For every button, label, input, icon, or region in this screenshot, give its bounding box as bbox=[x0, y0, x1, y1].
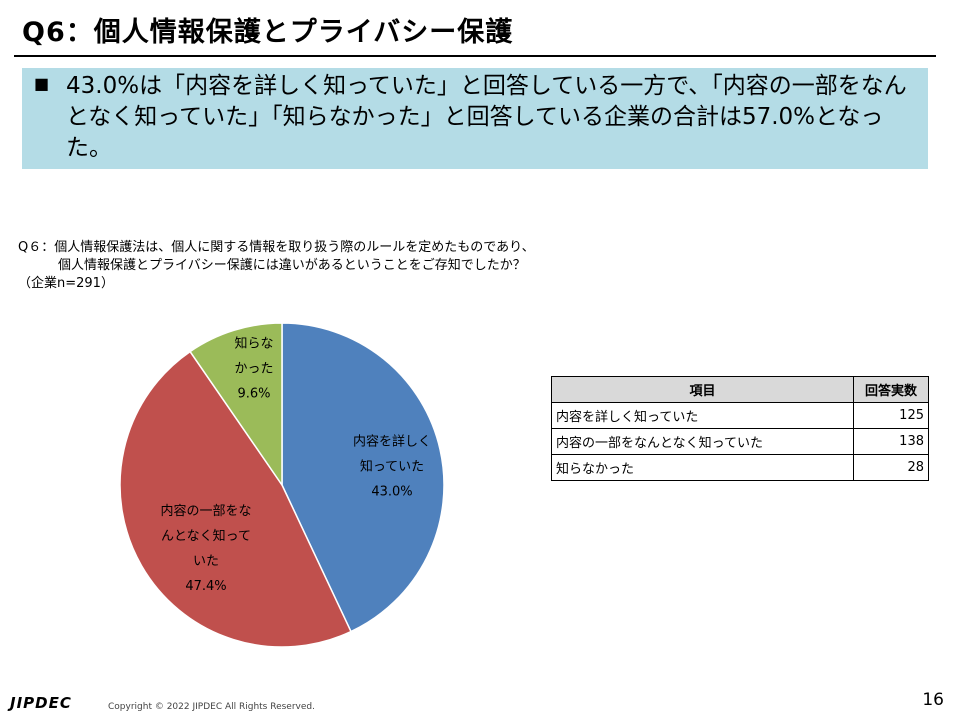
table-header-row: 項目 回答実数 bbox=[551, 376, 929, 403]
pie-slice-detailed bbox=[281, 322, 445, 633]
data-table: 項目 回答実数 内容を詳しく知っていた 125 内容の一部をなんとなく知っていた… bbox=[551, 376, 929, 481]
data-label-text: いた bbox=[193, 554, 219, 569]
table-row: 内容を詳しく知っていた 125 bbox=[551, 402, 929, 429]
data-label-text: 知らな bbox=[234, 336, 273, 352]
slide-title: Q6：個人情報保護とプライバシー保護 bbox=[22, 17, 514, 48]
table-row: 知らなかった 28 bbox=[551, 454, 929, 481]
row-item: 知らなかった bbox=[551, 454, 854, 481]
table-row: 内容の一部をなんとなく知っていた 138 bbox=[551, 428, 929, 455]
data-label-value: 9.6% bbox=[237, 387, 270, 402]
data-label-text: 知っていた bbox=[360, 459, 424, 475]
summary-text: 43.0%は「内容を詳しく知っていた」と回答している一方で、「内容の一部をなんと… bbox=[66, 73, 907, 161]
header-count: 回答実数 bbox=[853, 376, 929, 403]
data-label-text: んとなく知って bbox=[161, 528, 251, 544]
question-line-1: Q６：個人情報保護法は、個人に関する情報を取り扱う際のルールを定めたものであり、 bbox=[18, 240, 535, 255]
pie-slice-unaware bbox=[189, 322, 283, 488]
title-divider bbox=[14, 55, 936, 57]
row-count: 28 bbox=[853, 454, 929, 481]
row-item: 内容を詳しく知っていた bbox=[551, 402, 854, 429]
data-label-text: 内容を詳しく bbox=[353, 434, 431, 450]
square-bullet-icon: ■ bbox=[34, 74, 50, 93]
data-label-value: 43.0% bbox=[371, 485, 412, 500]
copyright: Copyright © 2022 JIPDEC All Rights Reser… bbox=[108, 702, 315, 712]
pie-slice-partial bbox=[119, 350, 352, 648]
question-text: Q６：個人情報保護法は、個人に関する情報を取り扱う際のルールを定めたものであり、… bbox=[18, 239, 535, 293]
row-item: 内容の一部をなんとなく知っていた bbox=[551, 428, 854, 455]
header-item: 項目 bbox=[551, 376, 854, 403]
page-number: 16 bbox=[922, 690, 944, 710]
row-count: 125 bbox=[853, 402, 929, 429]
sample-size: （企業n=291） bbox=[18, 276, 114, 291]
question-line-2: 個人情報保護とプライバシー保護には違いがあるということをご存知でしたか？ bbox=[58, 258, 526, 273]
data-label-value: 47.4% bbox=[185, 579, 226, 594]
row-count: 138 bbox=[853, 428, 929, 455]
data-label-text: 内容の一部をな bbox=[160, 503, 251, 519]
jipdec-logo: JIPDEC bbox=[10, 694, 72, 712]
data-label-text: かった bbox=[234, 362, 273, 377]
summary-box: ■ 43.0%は「内容を詳しく知っていた」と回答している一方で、「内容の一部をな… bbox=[22, 68, 928, 169]
